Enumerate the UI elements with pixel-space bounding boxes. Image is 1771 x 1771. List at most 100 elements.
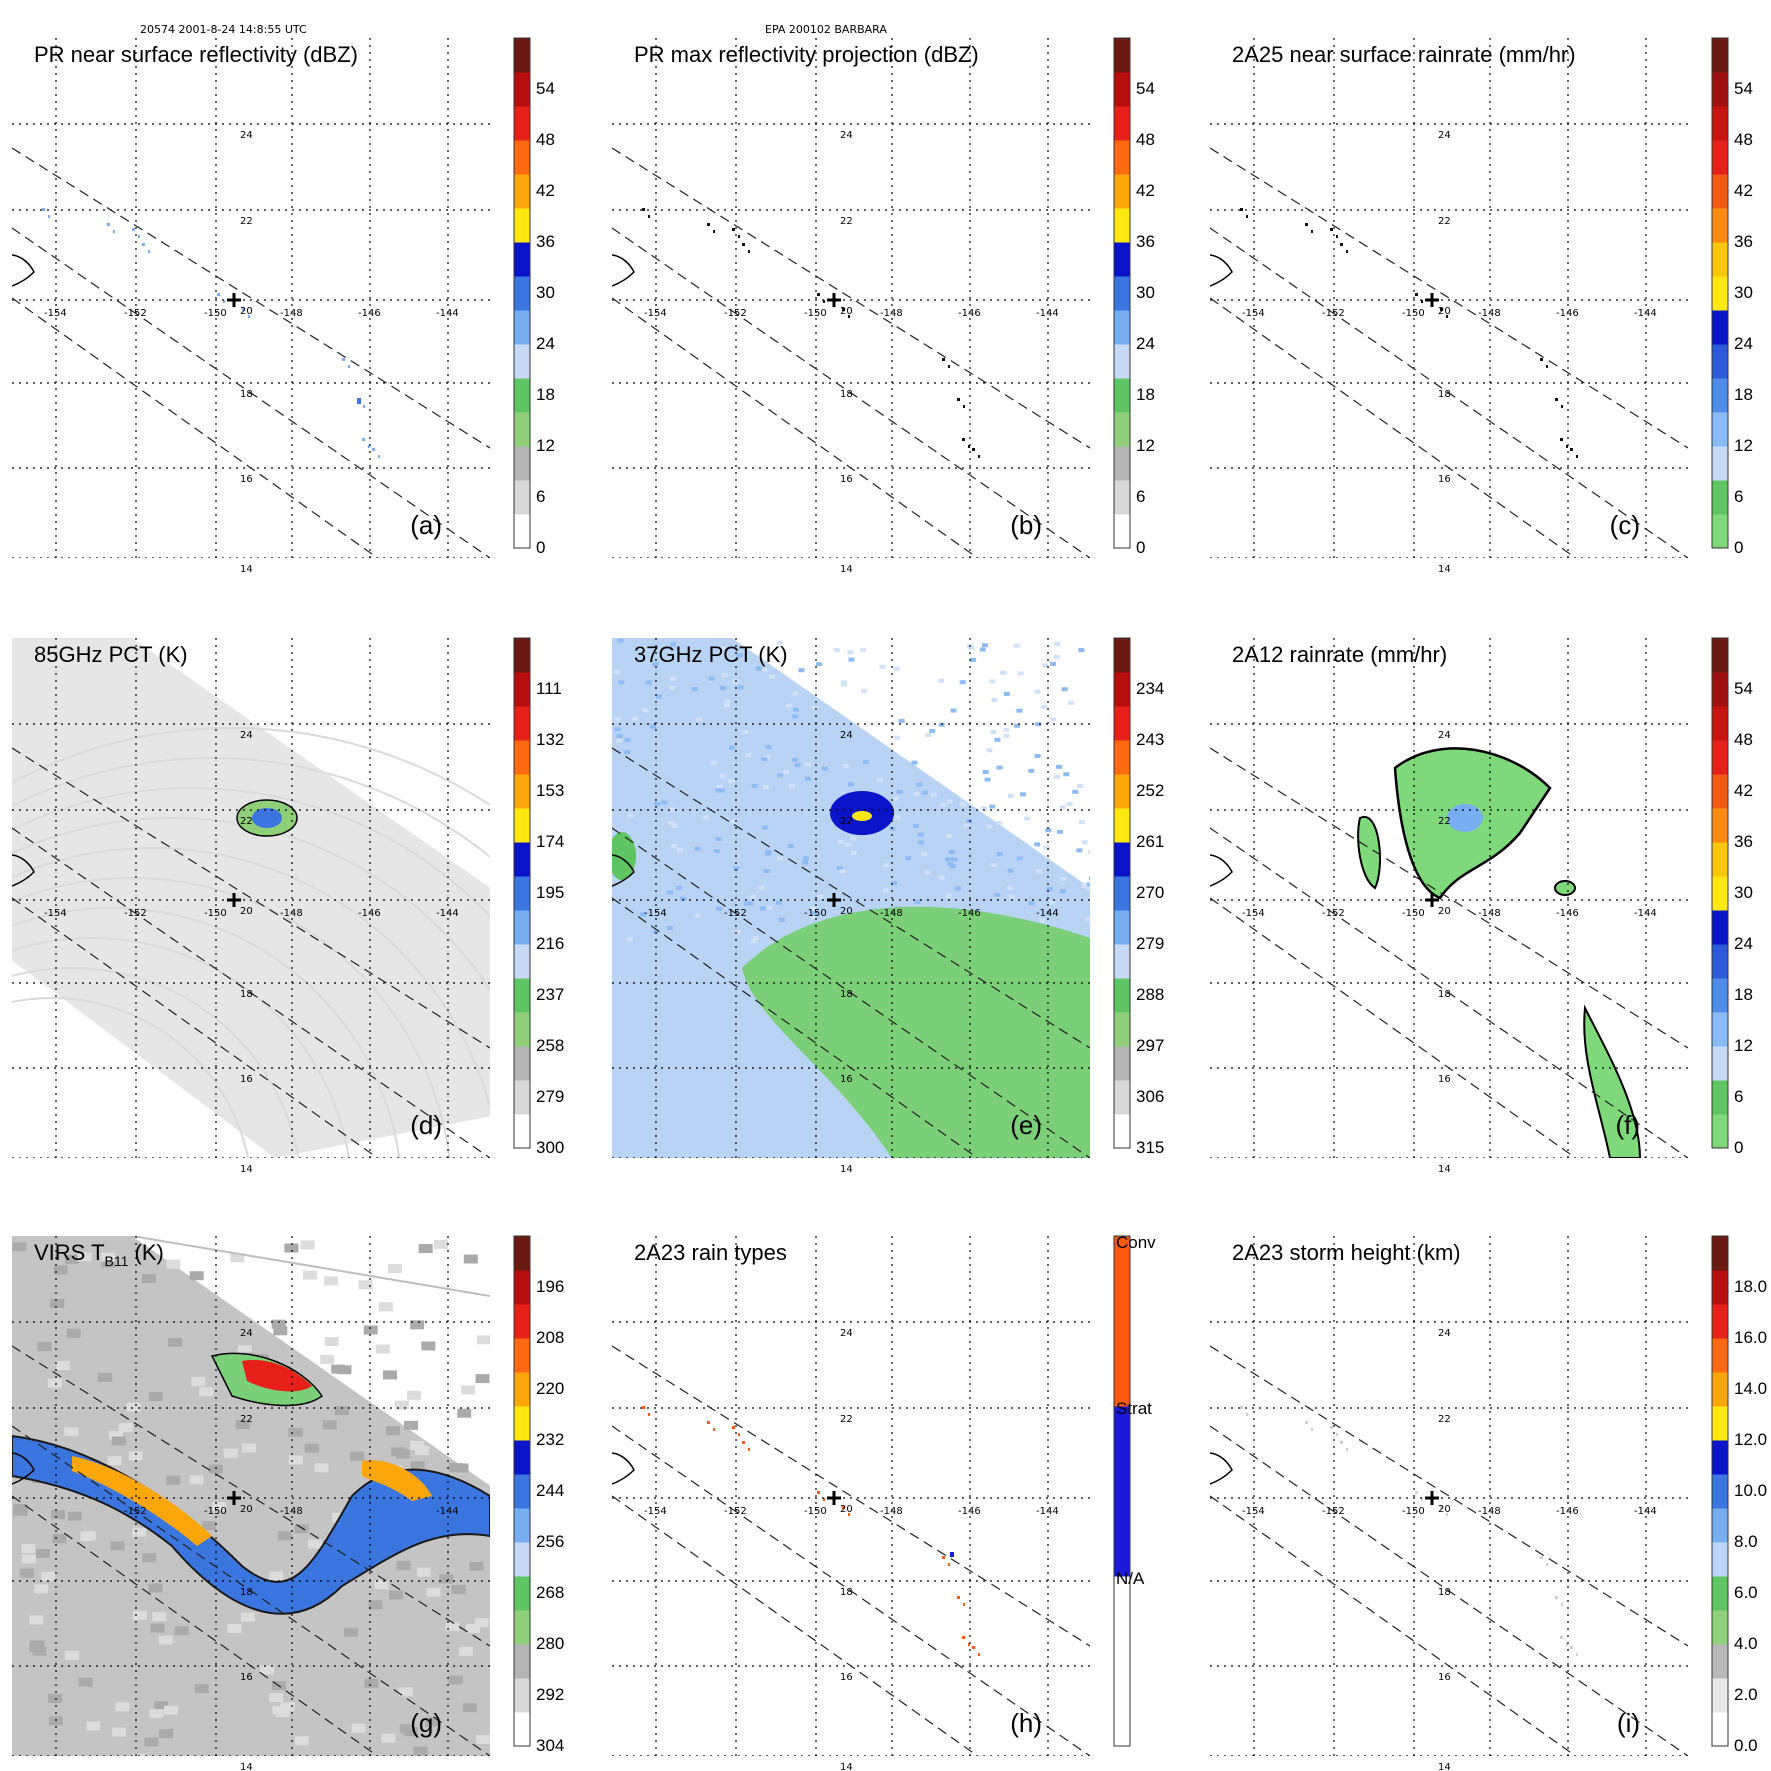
lon-label: -146: [1556, 1506, 1579, 1517]
colorbar-tick-label: 30: [1136, 283, 1155, 302]
colorbar-tick-label: 48: [536, 130, 555, 149]
echo-pixel: [978, 455, 980, 458]
pixel: [294, 1524, 309, 1534]
colorbar-tick-label: 6: [536, 487, 545, 506]
pixel: [843, 763, 850, 768]
colorbar-tick-label: 36: [1734, 832, 1753, 851]
pixel: [396, 1561, 411, 1571]
lon-label: -154: [644, 1506, 667, 1517]
pixel: [723, 703, 730, 708]
pixel: [80, 1531, 95, 1541]
colorbar-segment: [514, 638, 530, 673]
swath-field: [12, 638, 490, 1158]
colorbar-segment: [514, 910, 530, 945]
pixel: [994, 892, 1001, 897]
echo-pixel: [372, 448, 375, 451]
pixel: [859, 648, 866, 653]
pixel: [144, 1737, 159, 1747]
pr-swath-edge: [12, 897, 379, 1158]
echo-pixel: [1560, 1636, 1563, 1639]
pixel: [324, 1337, 339, 1347]
colorbar-tick-label: 174: [536, 832, 564, 851]
echo-pixel: [748, 250, 750, 253]
lat-label: 16: [1438, 474, 1451, 485]
panel-title: 2A23 storm height (km): [1232, 1240, 1461, 1265]
pixel: [1048, 900, 1055, 905]
coastline: [12, 854, 35, 887]
colorbar-tick-label: 16.0: [1734, 1328, 1767, 1347]
pixel: [708, 676, 715, 681]
pixel: [715, 836, 722, 841]
pixel: [1059, 805, 1066, 810]
echo-pixel: [1311, 1428, 1313, 1431]
lat-label: 18: [1438, 389, 1451, 400]
pixel: [836, 866, 843, 871]
pixel: [751, 783, 758, 788]
colorbar-tick-label: 153: [536, 781, 564, 800]
pixel: [381, 1733, 396, 1743]
echo-pixel: [1440, 1506, 1443, 1509]
colorbar: 54 48 42 36 30 24 18 12 6 0: [513, 37, 555, 557]
title-suffix: (K): [128, 1240, 163, 1265]
pixel: [668, 807, 675, 812]
lon-label: -144: [436, 1506, 459, 1517]
colorbar-tick-label: 252: [1136, 781, 1164, 800]
lon-label: -150: [804, 1506, 827, 1517]
pixel: [791, 714, 798, 719]
panel-title: PR max reflectivity projection (dBZ): [634, 42, 979, 67]
pixel: [115, 1702, 130, 1712]
pixel: [277, 1531, 292, 1541]
colorbar-segment: [1712, 876, 1728, 911]
swath-field: [12, 1236, 490, 1756]
pixel: [1041, 704, 1048, 709]
lat-label: 22: [840, 1414, 853, 1425]
pixel: [474, 1618, 489, 1628]
colorbar-tick-label: 42: [1136, 181, 1155, 200]
lon-label: -148: [1478, 908, 1501, 919]
pixel: [710, 760, 717, 765]
panel-title: VIRS TB11 (K): [34, 1240, 164, 1269]
pixel: [946, 799, 953, 804]
pixel: [454, 1463, 469, 1473]
colorbar-tick-label: 220: [536, 1379, 564, 1398]
pixel: [747, 901, 754, 906]
pixel: [840, 682, 847, 687]
pixel: [691, 687, 698, 692]
pixel: [921, 790, 928, 795]
pixel: [349, 1451, 364, 1461]
colorbar-tick-label: 292: [536, 1685, 564, 1704]
pixel: [894, 815, 901, 820]
pixel: [159, 1729, 174, 1739]
colorbar-segment: [514, 106, 530, 141]
lon-label: -144: [1036, 908, 1059, 919]
colorbar-tick-label: 12: [1734, 436, 1753, 455]
pixel: [732, 679, 739, 684]
colorbar-segment: [1712, 378, 1728, 413]
pixel: [614, 717, 621, 722]
lon-label: -152: [124, 908, 147, 919]
echo-pixel: [132, 228, 135, 231]
pixel: [914, 899, 921, 904]
echo-pixel: [1566, 1643, 1568, 1646]
panel-letter: (b): [1010, 510, 1042, 540]
colorbar-segment: [1712, 208, 1728, 243]
pixel: [680, 896, 687, 901]
colorbar-tick-label: 12: [536, 436, 555, 455]
pixel: [1081, 883, 1088, 888]
echo-pixel: [1546, 1563, 1548, 1566]
colorbar-segment: [1712, 412, 1728, 447]
echo-pixel: [1561, 1603, 1563, 1606]
echo-pixel: [113, 230, 115, 233]
pixel: [765, 744, 772, 749]
pixel: [765, 849, 772, 854]
colorbar-tick-label: 279: [1136, 934, 1164, 953]
pixel: [410, 1440, 425, 1450]
pr-swath-edge: [612, 147, 1090, 449]
scan-arc: [12, 727, 490, 807]
colorbar-segment: [1712, 480, 1728, 515]
lon-label: -154: [1242, 308, 1265, 319]
pixel: [421, 1341, 436, 1351]
pixel: [415, 1445, 430, 1455]
pixel: [994, 737, 1001, 742]
pixel: [280, 1702, 295, 1712]
